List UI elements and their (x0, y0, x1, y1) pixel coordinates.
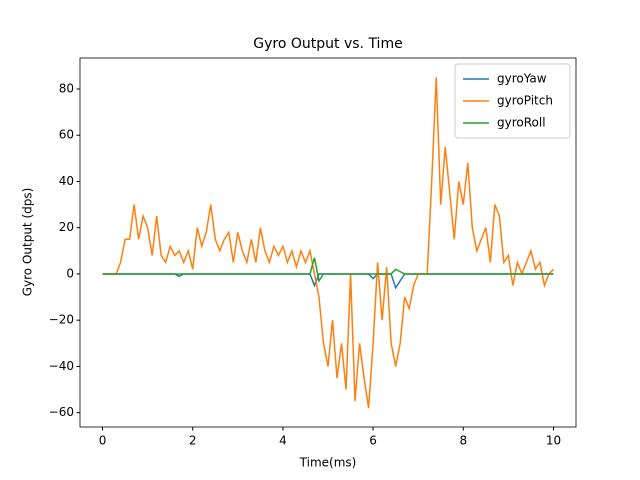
legend-box (454, 63, 571, 139)
x-tick-label: 2 (189, 434, 197, 448)
x-tick-label: 6 (369, 434, 377, 448)
x-axis-label: Time(ms) (299, 456, 357, 470)
legend-label: gyroPitch (497, 94, 553, 108)
y-tick-label: −20 (49, 313, 74, 327)
x-tick-label: 10 (546, 434, 561, 448)
y-tick-label: 40 (59, 174, 74, 188)
x-tick-label: 4 (279, 434, 287, 448)
plot-frame (79, 57, 577, 428)
y-axis-label: Gyro Output (dps) (21, 188, 35, 297)
x-tick-label: 8 (459, 434, 467, 448)
series-line (102, 273, 554, 290)
y-tick-label: 80 (59, 81, 74, 95)
x-tick-label: 0 (99, 434, 107, 448)
legend-label: gyroRoll (497, 116, 546, 130)
y-tick-label: 0 (66, 266, 74, 280)
y-tick-label: 60 (59, 128, 74, 142)
series-line (102, 257, 554, 283)
legend-label: gyroYaw (497, 72, 547, 86)
y-tick-label: −60 (49, 405, 74, 419)
chart-title: Gyro Output vs. Time (253, 36, 402, 52)
y-tick-label: −40 (49, 359, 74, 373)
series-line (102, 77, 554, 409)
y-tick-label: 20 (59, 220, 74, 234)
